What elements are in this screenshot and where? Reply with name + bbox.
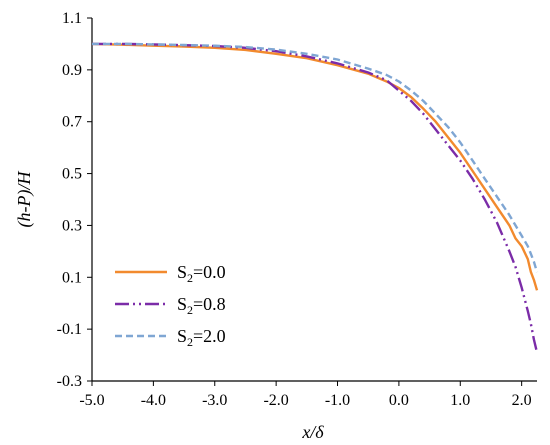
x-tick-label: 0.0: [389, 392, 409, 409]
y-tick-label: -0.1: [57, 321, 82, 338]
x-axis-ticks: -5.0 -4.0 -3.0 -2.0 -1.0 0.0 1.0 2.0: [79, 381, 532, 409]
y-tick-label: -0.3: [57, 373, 82, 390]
series-line-0: [91, 42, 539, 291]
legend: S2=0.0 S2=0.8 S2=2.0: [115, 262, 226, 349]
series-group: [91, 42, 539, 353]
x-tick-label: 2.0: [512, 392, 532, 409]
legend-label-1: S2=0.8: [177, 294, 226, 317]
legend-label-2: S2=2.0: [177, 326, 226, 349]
x-axis-title: x/δ: [301, 422, 324, 442]
series-line-2: [92, 42, 539, 273]
y-tick-label: 1.1: [62, 10, 82, 27]
x-tick-label: -4.0: [141, 392, 166, 409]
y-tick-label: 0.3: [62, 217, 82, 234]
plot-area: -0.3-0.10.10.30.50.70.91.1 -5.0 -4.0 -3.0-…: [57, 10, 539, 409]
legend-label-0: S2=0.0: [177, 262, 226, 285]
y-tick-label: 0.7: [62, 114, 82, 131]
y-axis-title: (h-P)/H: [14, 171, 35, 228]
x-tick-label: -1.0: [325, 392, 350, 409]
y-tick-label: 0.5: [62, 166, 82, 183]
y-axis-ticks: -0.3 -0.1 0.1 0.3 0.5 0.7 0.9 1.1: [57, 10, 92, 390]
x-tick-label: -3.0: [202, 392, 227, 409]
x-tick-label: 1.0: [450, 392, 470, 409]
x-tick-label: -2.0: [263, 392, 288, 409]
series-line-1: [92, 42, 539, 353]
y-tick-label: 0.1: [62, 269, 82, 286]
x-tick-label: -5.0: [79, 392, 104, 409]
y-tick-label: 0.9: [62, 62, 82, 79]
